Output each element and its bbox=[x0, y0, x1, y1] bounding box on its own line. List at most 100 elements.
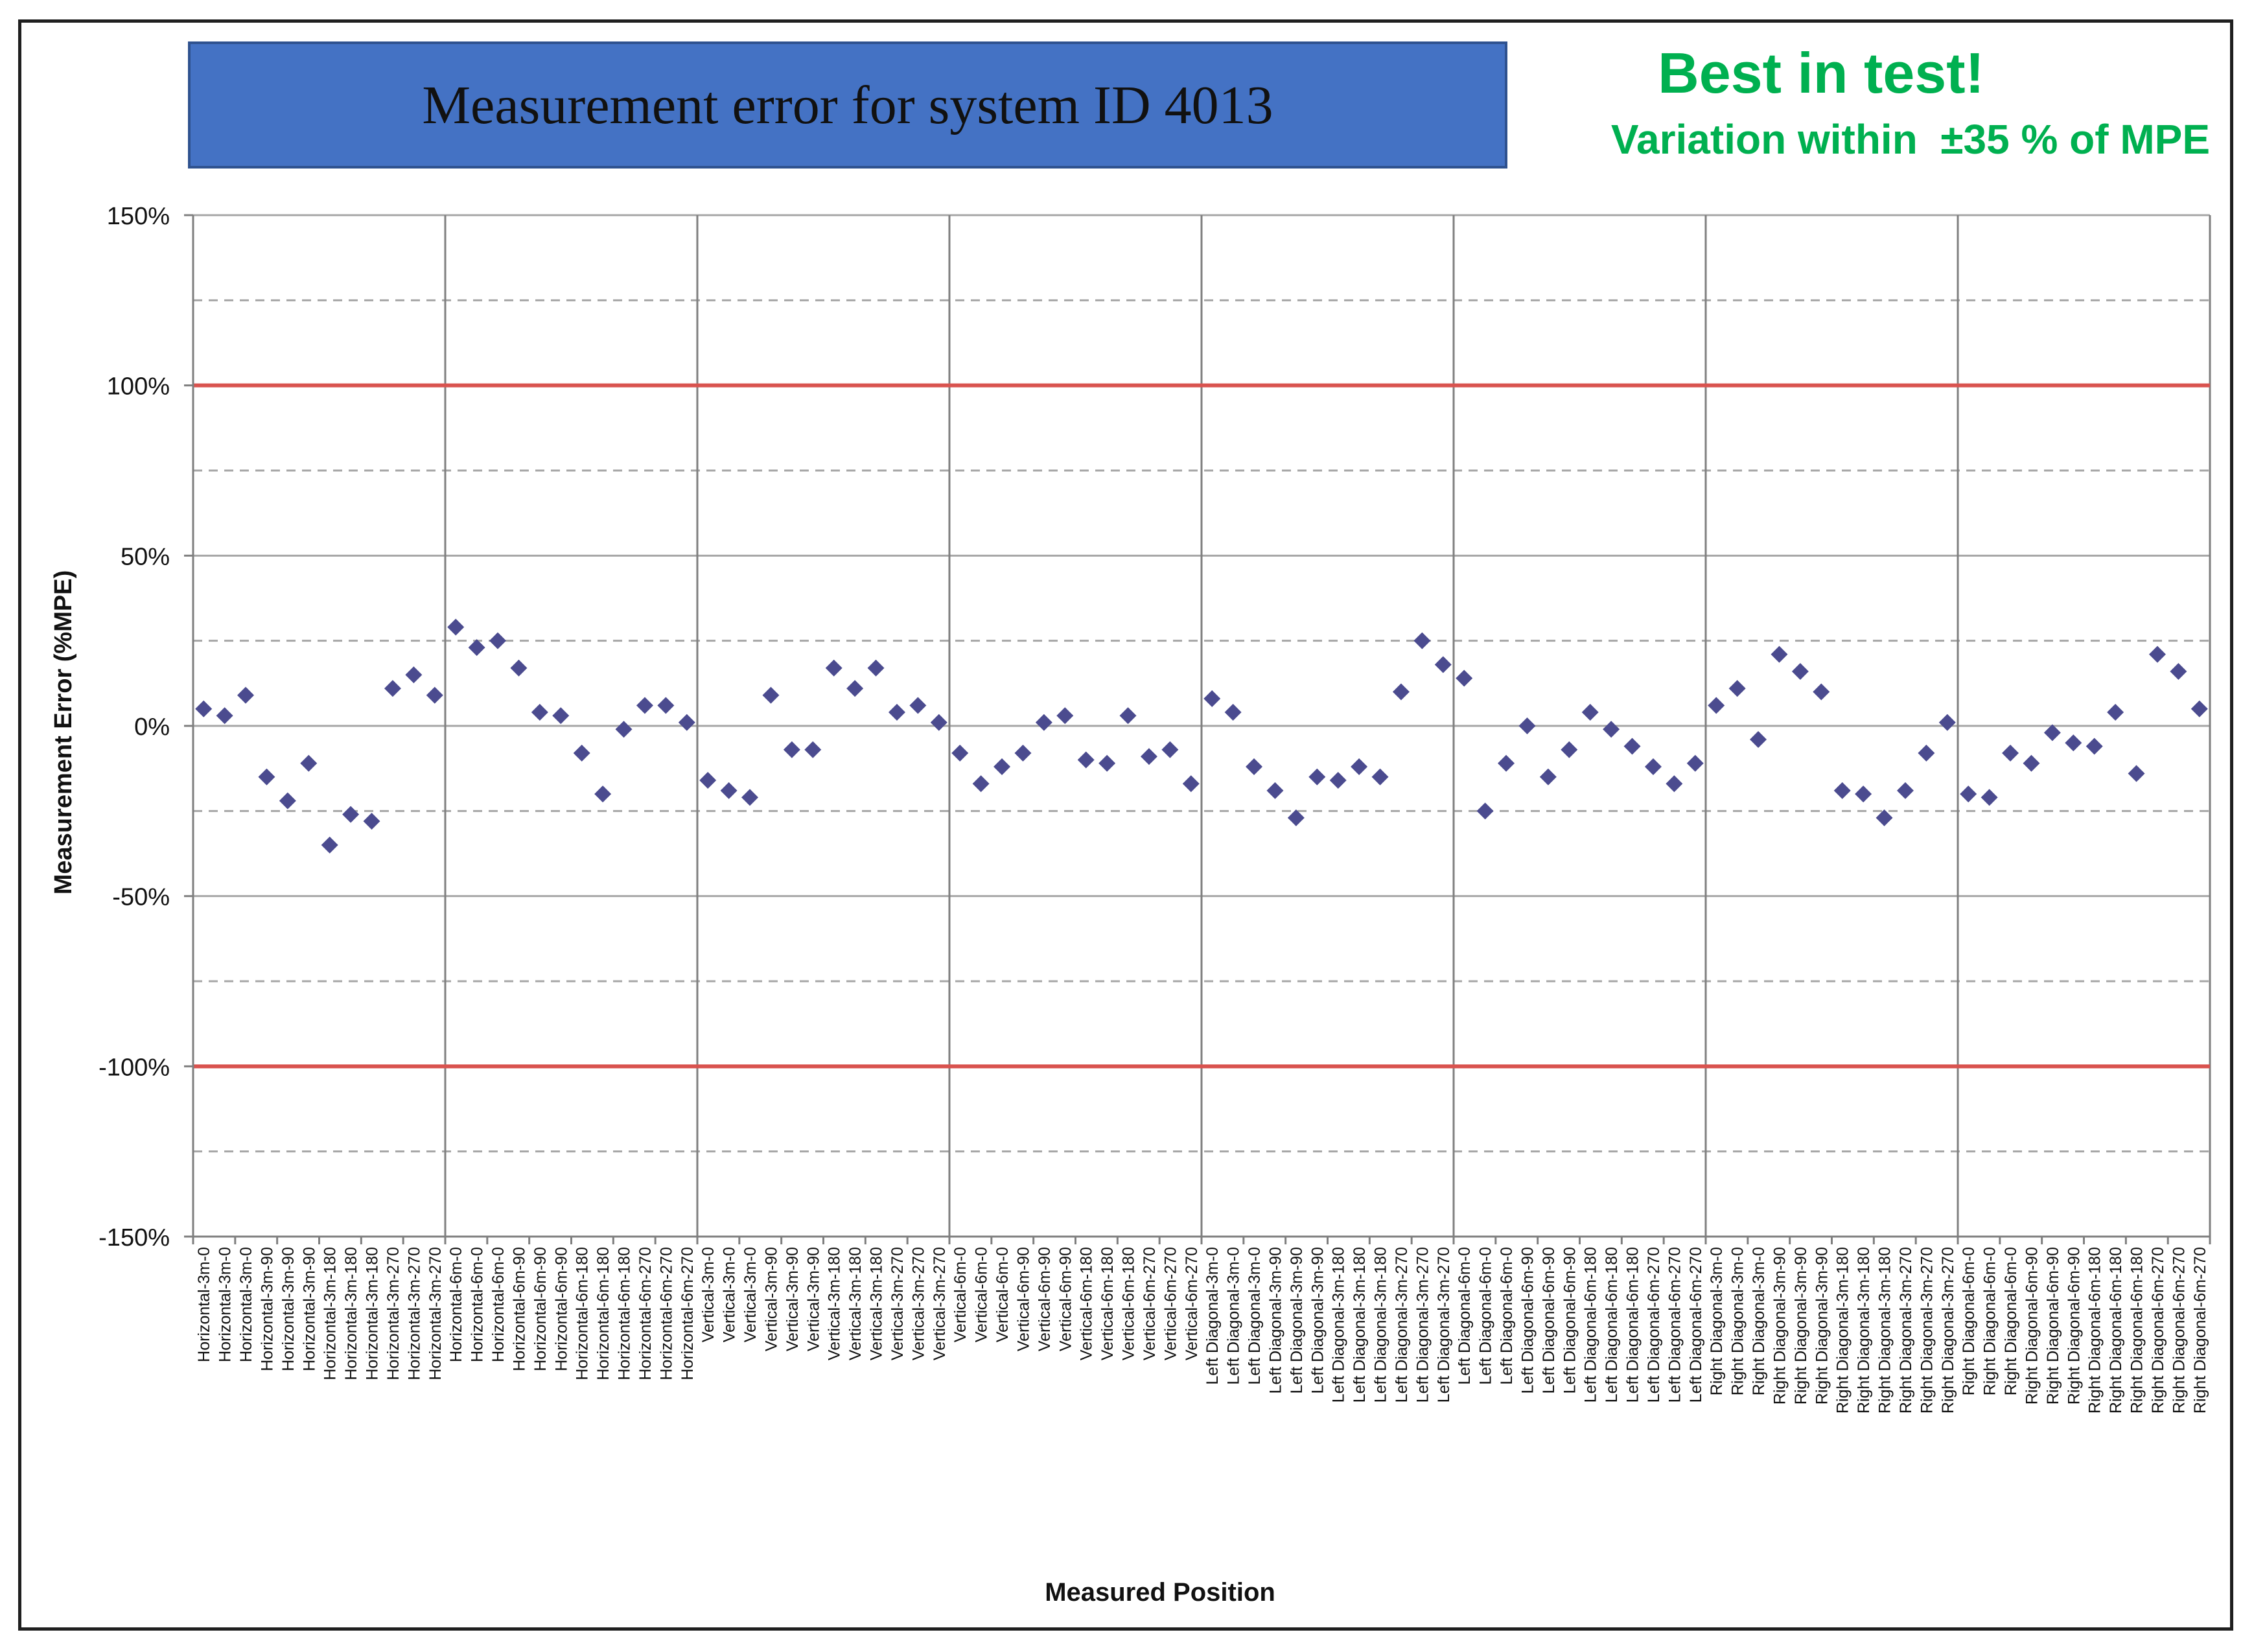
data-point bbox=[1581, 703, 1599, 721]
x-tick-label: Horizontal-6m-0 bbox=[489, 1247, 507, 1362]
x-tick-label: Left Diagonal-3m-90 bbox=[1288, 1247, 1306, 1394]
x-tick-label: Right Diagonal-3m-180 bbox=[1834, 1247, 1852, 1414]
data-point bbox=[363, 813, 380, 830]
x-tick-label: Left Diagonal-3m-0 bbox=[1246, 1247, 1264, 1385]
data-point bbox=[405, 666, 423, 684]
x-tick-label: Horizontal-6m-270 bbox=[657, 1247, 675, 1380]
x-tick-label: Right Diagonal-6m-0 bbox=[2002, 1247, 2020, 1395]
x-tick-label: Horizontal-6m-270 bbox=[679, 1247, 697, 1380]
data-point bbox=[1960, 785, 1977, 803]
data-point bbox=[1518, 717, 1536, 734]
data-point bbox=[1392, 683, 1410, 701]
figure-frame bbox=[18, 19, 2233, 1631]
data-point bbox=[993, 758, 1011, 776]
x-tick-label: Left Diagonal-6m-0 bbox=[1477, 1247, 1495, 1385]
data-point bbox=[2148, 646, 2166, 663]
data-point bbox=[1833, 782, 1851, 799]
data-point bbox=[1371, 768, 1389, 785]
x-tick-label: Horizontal-6m-90 bbox=[510, 1247, 528, 1371]
x-tick-label: Horizontal-3m-180 bbox=[364, 1247, 382, 1380]
data-point bbox=[1855, 785, 1872, 803]
data-point bbox=[1539, 768, 1557, 785]
data-point bbox=[615, 721, 633, 738]
x-tick-label: Right Diagonal-3m-180 bbox=[1855, 1247, 1873, 1414]
data-point bbox=[594, 785, 612, 803]
data-point bbox=[1266, 782, 1284, 799]
data-point bbox=[699, 772, 717, 789]
x-tick-label: Right Diagonal-6m-180 bbox=[2086, 1247, 2104, 1414]
data-point bbox=[468, 639, 485, 657]
data-point bbox=[552, 707, 570, 725]
x-tick-label: Left Diagonal-6m-0 bbox=[1498, 1247, 1516, 1385]
x-tick-label: Left Diagonal-6m-90 bbox=[1540, 1247, 1558, 1394]
data-point bbox=[1329, 772, 1347, 789]
x-tick-label: Vertical-6m-0 bbox=[993, 1247, 1012, 1342]
x-tick-label: Vertical-3m-90 bbox=[804, 1247, 822, 1351]
data-points bbox=[195, 618, 2208, 854]
data-point bbox=[1203, 690, 1221, 707]
x-tick-label: Horizontal-3m-90 bbox=[300, 1247, 318, 1371]
x-tick-label: Left Diagonal-3m-180 bbox=[1330, 1247, 1348, 1402]
data-point bbox=[1351, 758, 1368, 776]
y-tick-label: -100% bbox=[99, 1054, 170, 1081]
data-point bbox=[930, 714, 947, 731]
x-tick-label: Vertical-3m-180 bbox=[846, 1247, 865, 1360]
data-point bbox=[1498, 754, 1515, 772]
y-tick-label: 100% bbox=[107, 373, 170, 401]
data-point bbox=[531, 703, 548, 721]
data-point bbox=[1771, 646, 1788, 663]
y-tick-label: 50% bbox=[121, 543, 170, 570]
data-point bbox=[321, 836, 338, 854]
grid-layer bbox=[192, 214, 2211, 1238]
data-point bbox=[1791, 662, 1809, 680]
data-point bbox=[636, 697, 653, 714]
data-point bbox=[846, 680, 864, 697]
y-axis-label: Measurement Error (%MPE) bbox=[50, 570, 77, 894]
data-point bbox=[1561, 741, 1578, 758]
data-point bbox=[300, 754, 318, 772]
data-point bbox=[1728, 680, 1746, 697]
data-point bbox=[426, 686, 443, 704]
x-tick-label: Left Diagonal-6m-90 bbox=[1518, 1247, 1537, 1394]
data-point bbox=[741, 789, 759, 806]
x-tick-label: Left Diagonal-6m-180 bbox=[1582, 1247, 1600, 1402]
data-point bbox=[384, 680, 401, 697]
x-tick-label: Horizontal-3m-0 bbox=[216, 1247, 235, 1362]
x-tick-label: Vertical-3m-0 bbox=[721, 1247, 739, 1342]
data-point bbox=[1098, 754, 1116, 772]
x-tick-label: Right Diagonal-3m-0 bbox=[1750, 1247, 1768, 1395]
data-point bbox=[657, 697, 675, 714]
data-point bbox=[237, 686, 255, 704]
x-tick-label: Horizontal-6m-270 bbox=[636, 1247, 655, 1380]
x-tick-label: Right Diagonal-3m-90 bbox=[1813, 1247, 1831, 1404]
x-tick-label: Left Diagonal-3m-0 bbox=[1203, 1247, 1222, 1385]
data-point bbox=[1896, 782, 1914, 799]
data-point bbox=[1476, 802, 1494, 820]
x-tick-label: Horizontal-3m-270 bbox=[384, 1247, 402, 1380]
x-tick-label: Right Diagonal-3m-270 bbox=[1918, 1247, 1936, 1414]
data-point bbox=[888, 703, 905, 721]
x-tick-label: Left Diagonal-6m-0 bbox=[1456, 1247, 1474, 1385]
x-tick-label: Horizontal-3m-0 bbox=[237, 1247, 255, 1362]
data-point bbox=[279, 792, 296, 809]
x-tick-label: Horizontal-3m-270 bbox=[426, 1247, 445, 1380]
data-point bbox=[1938, 714, 1956, 731]
x-tick-label: Right Diagonal-6m-0 bbox=[1981, 1247, 1999, 1395]
x-tick-label: Vertical-3m-90 bbox=[762, 1247, 780, 1351]
data-point bbox=[1161, 741, 1179, 758]
x-tick-label: Left Diagonal-3m-0 bbox=[1225, 1247, 1243, 1385]
data-point bbox=[1644, 758, 1662, 776]
data-point bbox=[2170, 662, 2187, 680]
x-tick-label: Vertical-6m-0 bbox=[973, 1247, 991, 1342]
data-point bbox=[1813, 683, 1830, 701]
data-point bbox=[1708, 697, 1725, 714]
x-tick-label: Left Diagonal-6m-270 bbox=[1687, 1247, 1705, 1402]
x-tick-label: Horizontal-3m-270 bbox=[405, 1247, 423, 1380]
x-tick-label: Vertical-6m-270 bbox=[1141, 1247, 1159, 1360]
x-tick-label: Left Diagonal-3m-180 bbox=[1372, 1247, 1390, 1402]
axes bbox=[184, 214, 2211, 1244]
x-tick-label: Right Diagonal-6m-90 bbox=[2023, 1247, 2041, 1404]
data-point bbox=[258, 768, 275, 785]
x-tick-label: Horizontal-6m-90 bbox=[552, 1247, 570, 1371]
x-tick-label: Left Diagonal-3m-90 bbox=[1308, 1247, 1327, 1394]
